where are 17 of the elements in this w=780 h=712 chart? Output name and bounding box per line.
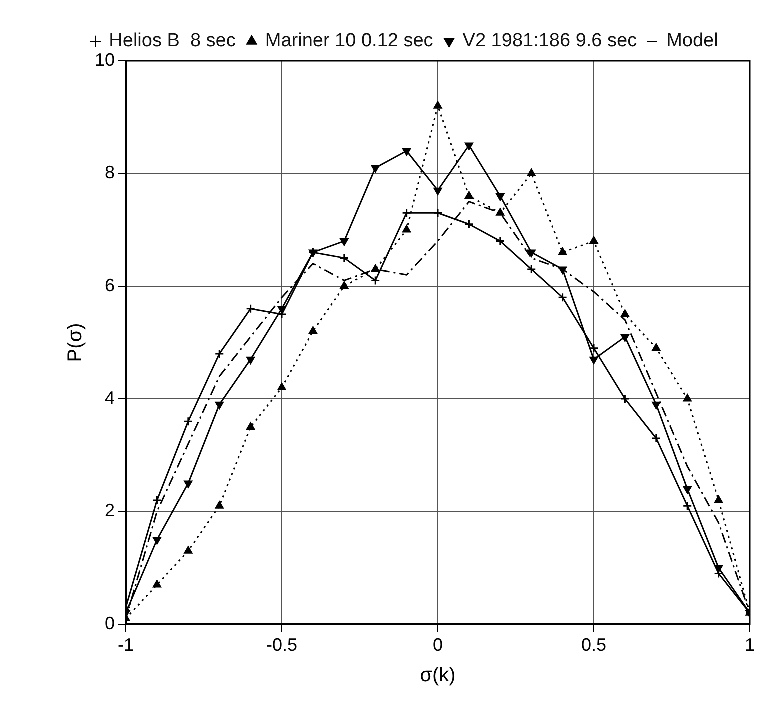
y-tick-label: 6 — [105, 275, 116, 296]
x-tick-label: -0.5 — [266, 635, 298, 656]
y-tick-label: 10 — [94, 50, 116, 70]
x-tick-label: 0.5 — [581, 635, 607, 656]
legend-label: Helios B 8 sec — [109, 30, 236, 52]
x-tick-label: -1 — [118, 635, 134, 656]
legend-label: Model — [666, 30, 718, 52]
legend-label: V2 1981:186 9.6 sec — [462, 30, 638, 52]
x-tick-label: 0 — [433, 635, 444, 656]
y-tick-label: 4 — [105, 388, 116, 408]
x-axis-title: σ(k) — [420, 664, 456, 687]
y-tick-label: 2 — [105, 500, 116, 521]
legend-label: Mariner 10 0.12 sec — [265, 30, 434, 52]
x-tick-label: 1 — [744, 635, 756, 656]
y-tick-label: 0 — [105, 613, 116, 634]
y-axis-title: P(σ) — [64, 323, 87, 362]
y-tick-label: 8 — [105, 162, 116, 183]
